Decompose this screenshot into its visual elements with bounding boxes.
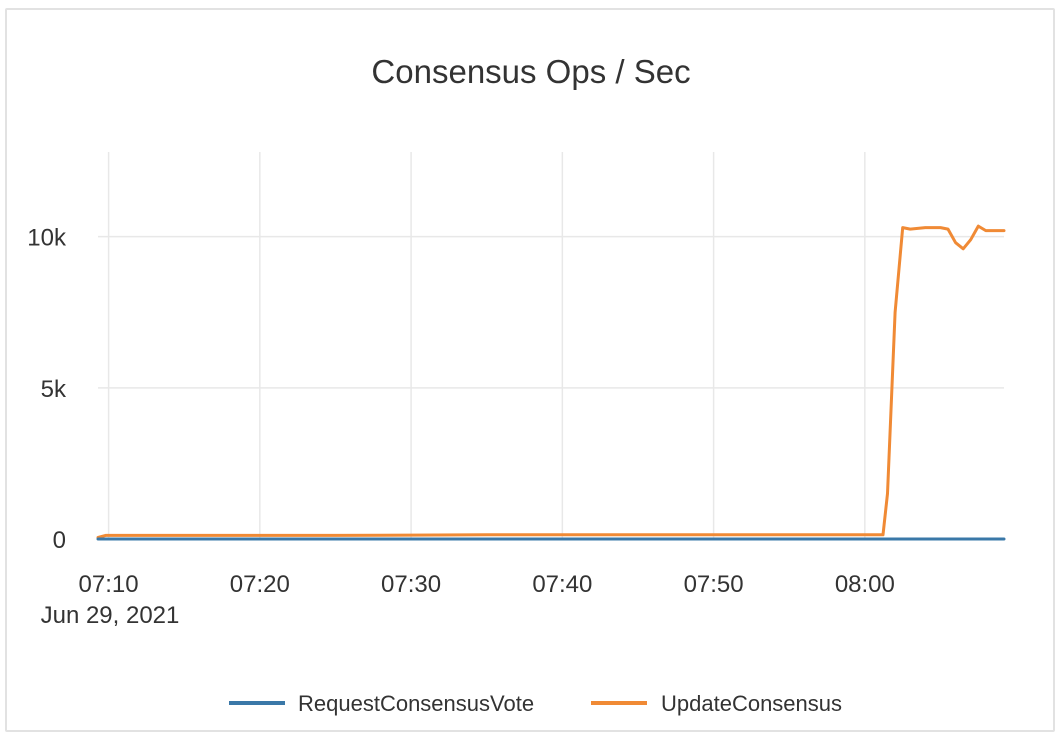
legend-label: UpdateConsensus <box>661 691 842 716</box>
x-axis: 07:10 07:20 07:30 07:40 07:50 08:00 <box>79 571 895 598</box>
x-tick-label: 07:40 <box>532 571 592 598</box>
legend-item-requestconsensusvote[interactable]: RequestConsensusVote <box>229 691 534 716</box>
x-tick-label: 08:00 <box>835 571 895 598</box>
legend-item-updateconsensus[interactable]: UpdateConsensus <box>591 691 842 716</box>
legend[interactable]: RequestConsensusVote UpdateConsensus <box>229 691 842 716</box>
series-group <box>96 224 1006 541</box>
x-tick-label: 07:10 <box>79 571 139 598</box>
chart-panel <box>5 8 1055 732</box>
series-line-updateconsensus <box>96 224 1006 539</box>
y-tick-label: 5k <box>41 376 67 403</box>
chart-title: Consensus Ops / Sec <box>371 53 690 90</box>
y-tick-label: 10k <box>27 225 67 252</box>
x-date-label: Jun 29, 2021 <box>41 602 180 629</box>
legend-label: RequestConsensusVote <box>298 691 534 716</box>
grid <box>98 152 1004 539</box>
x-tick-label: 07:50 <box>684 571 744 598</box>
y-axis: 0 5k 10k <box>27 225 67 554</box>
x-tick-label: 07:30 <box>381 571 441 598</box>
y-tick-label: 0 <box>53 527 66 554</box>
x-tick-label: 07:20 <box>230 571 290 598</box>
